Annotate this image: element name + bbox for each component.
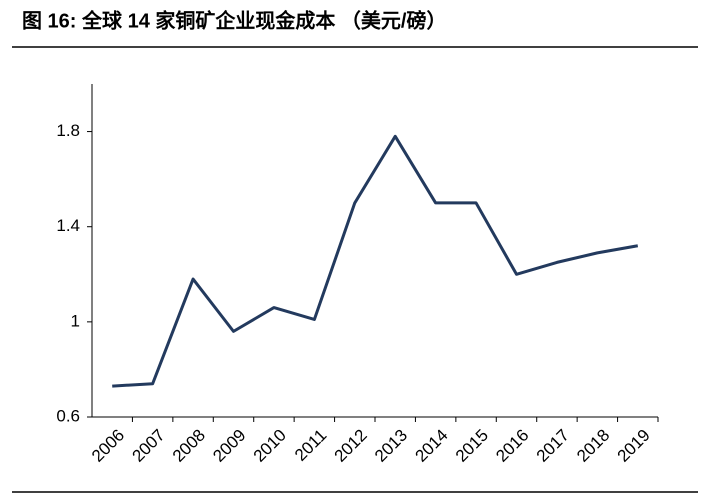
y-tick-label: 1.4 <box>56 216 80 235</box>
x-tick-label: 2006 <box>88 426 128 466</box>
x-tick-label: 2011 <box>291 426 330 465</box>
x-tick-label: 2018 <box>573 426 613 466</box>
x-tick-label: 2010 <box>250 426 290 466</box>
x-tick-label: 2009 <box>209 426 249 466</box>
y-tick-label: 1.8 <box>56 121 80 140</box>
chart-title: 图 16: 全球 14 家铜矿企业现金成本 （美元/磅） <box>22 8 447 32</box>
x-tick-label: 2016 <box>492 426 532 466</box>
x-tick-label: 2013 <box>371 426 411 466</box>
x-tick-label: 2014 <box>411 426 451 466</box>
x-tick-label: 2007 <box>128 426 168 466</box>
y-tick-label: 1 <box>71 311 80 330</box>
line-series <box>112 134 639 388</box>
x-tick-label: 2008 <box>169 426 209 466</box>
x-tick-label: 2017 <box>533 426 573 466</box>
x-tick-label: 2012 <box>331 426 371 466</box>
x-tick-label: 2019 <box>614 426 654 466</box>
y-tick-label: 0.6 <box>56 406 80 425</box>
x-tick-label: 2015 <box>452 426 492 466</box>
